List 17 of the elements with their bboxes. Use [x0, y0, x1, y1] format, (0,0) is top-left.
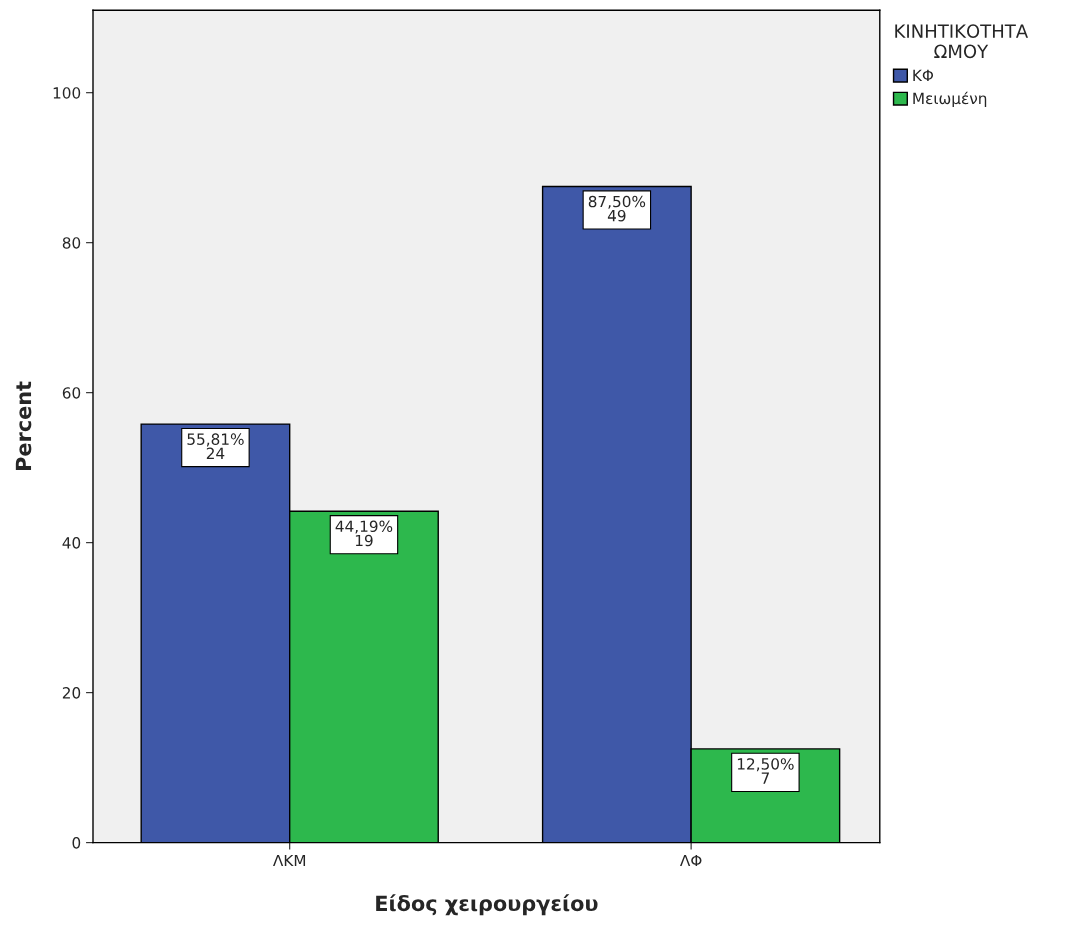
y-tick-label: 40 — [62, 537, 81, 549]
x-tick-label: ΛΚΜ — [272, 854, 306, 867]
y-tick-label: 100 — [53, 87, 81, 99]
y-tick-label: 60 — [62, 387, 81, 399]
x-axis-title: Είδος χειρουργείου — [376, 894, 598, 916]
data-label: 44,19% 19 — [335, 520, 393, 547]
legend-label: ΚΦ — [913, 69, 934, 81]
y-tick-label: 0 — [72, 837, 81, 849]
data-label: 12,50% 7 — [737, 758, 794, 784]
data-label: 87,50% 49 — [588, 195, 646, 222]
data-label: 55,81% 24 — [187, 433, 244, 459]
y-axis-title: Percent — [15, 381, 32, 470]
legend-title: ΚΙΝΗΤΙΚΟΤΗΤΑ ΩΜΟΥ — [895, 24, 1029, 59]
legend-label: Μειωμένη — [913, 91, 987, 108]
y-tick-label: 20 — [62, 687, 81, 699]
y-tick-label: 80 — [62, 237, 81, 249]
x-tick-label: ΛΦ — [680, 854, 702, 867]
